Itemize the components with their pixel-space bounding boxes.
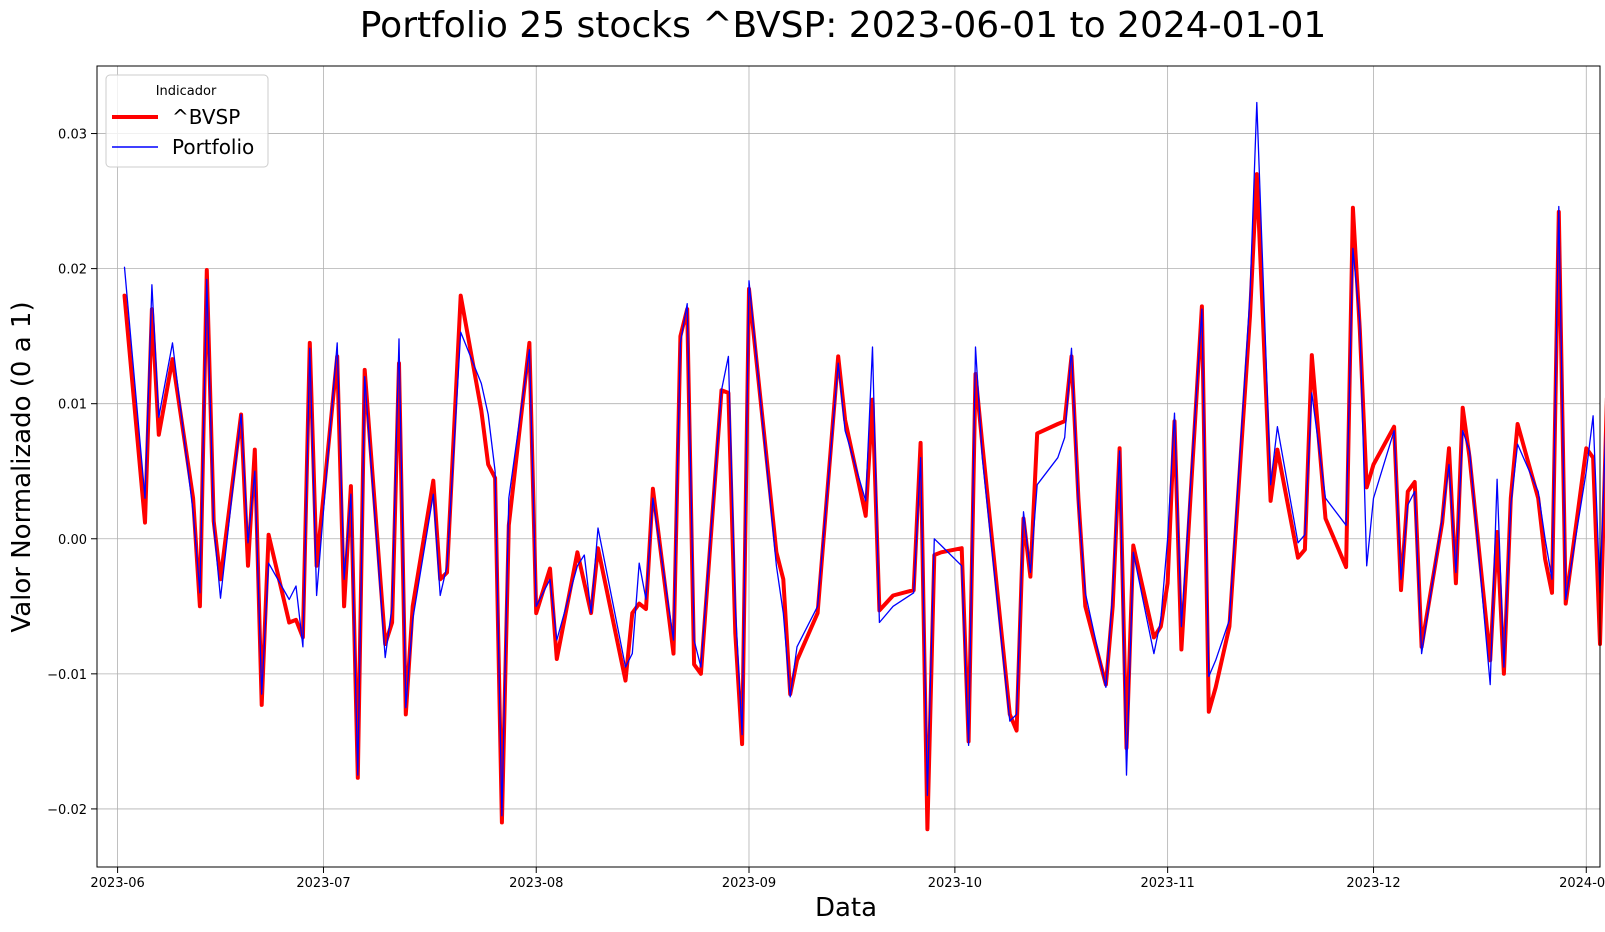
x-tick-label: 2023-10 <box>928 876 982 891</box>
y-axis-label: Valor Normalizado (0 a 1) <box>7 301 37 632</box>
x-tick-label: 2023-07 <box>296 876 350 891</box>
y-tick-label: 0.03 <box>58 128 87 143</box>
series-line-portfolio <box>123 101 1605 817</box>
legend-label-portfolio: Portfolio <box>172 135 254 159</box>
series-layer <box>122 101 1605 832</box>
legend: Indicador ^BVSP Portfolio <box>105 74 269 168</box>
gridlines <box>97 66 1600 867</box>
x-tick-label: 2023-11 <box>1140 876 1194 891</box>
legend-title: Indicador <box>156 84 217 99</box>
y-tick-label: 0.02 <box>58 263 87 278</box>
chart-title: Portfolio 25 stocks ^BVSP: 2023-06-01 to… <box>360 5 1327 46</box>
plot-area-frame <box>96 65 1601 868</box>
x-tick-label: 2023-12 <box>1346 876 1400 891</box>
y-tick-label: 0.00 <box>58 533 87 548</box>
y-tick-label: −0.02 <box>47 803 87 818</box>
x-tick-label: 2024-01 <box>1559 876 1605 891</box>
y-axis-ticks: −0.02 −0.01 0.00 0.01 0.02 0.03 <box>47 128 97 818</box>
y-tick-label: −0.01 <box>47 668 87 683</box>
x-tick-label: 2023-06 <box>90 876 144 891</box>
legend-label-bvsp: ^BVSP <box>172 105 240 129</box>
y-tick-label: 0.01 <box>58 398 87 413</box>
legend-box <box>105 74 269 168</box>
x-tick-label: 2023-08 <box>509 876 563 891</box>
x-axis-label: Data <box>815 893 877 923</box>
x-axis-ticks: 2023-06 2023-07 2023-08 2023-09 2023-10 2023-… <box>90 867 1605 891</box>
x-tick-label: 2023-09 <box>722 876 776 891</box>
